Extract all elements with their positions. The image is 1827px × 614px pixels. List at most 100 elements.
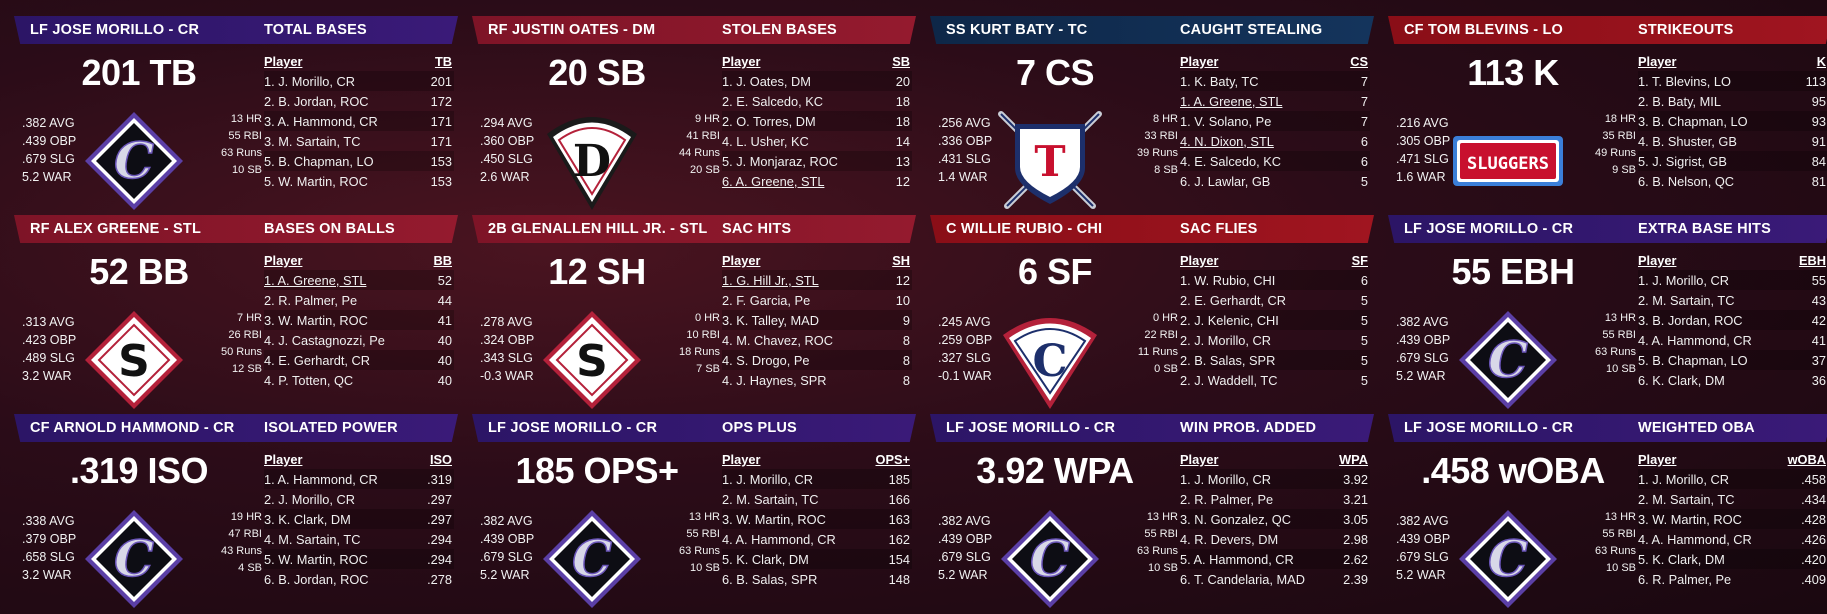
table-row[interactable]: 5. J. Monjaraz, ROC 13 bbox=[722, 151, 912, 171]
table-row[interactable]: 5. J. Sigrist, GB 84 bbox=[1638, 151, 1827, 171]
table-row[interactable]: 2. E. Salcedo, KC 18 bbox=[722, 91, 912, 111]
row-player[interactable]: 4. R. Devers, DM bbox=[1180, 531, 1279, 547]
row-player[interactable]: 1. V. Solano, Pe bbox=[1180, 113, 1272, 129]
leader-player-name[interactable]: SS KURT BATY - TC bbox=[946, 22, 1088, 38]
table-row[interactable]: 1. J. Oates, DM 20 bbox=[722, 71, 912, 91]
table-row[interactable]: 4. M. Sartain, TC .294 bbox=[264, 529, 454, 549]
row-player[interactable]: 5. J. Sigrist, GB bbox=[1638, 153, 1727, 169]
leader-player-name[interactable]: LF JOSE MORILLO - CR bbox=[946, 420, 1116, 436]
table-row[interactable]: 2. B. Baty, MIL 95 bbox=[1638, 91, 1827, 111]
row-player[interactable]: 6. J. Lawlar, GB bbox=[1180, 173, 1271, 189]
table-row[interactable]: 6. T. Candelaria, MAD 2.39 bbox=[1180, 569, 1370, 589]
row-player[interactable]: 4. S. Drogo, Pe bbox=[722, 352, 810, 368]
row-player[interactable]: 4. L. Usher, KC bbox=[722, 133, 809, 149]
table-row[interactable]: 5. B. Chapman, LO 37 bbox=[1638, 350, 1827, 370]
leader-player-name[interactable]: LF JOSE MORILLO - CR bbox=[1404, 420, 1574, 436]
table-row[interactable]: 2. R. Palmer, Pe 44 bbox=[264, 290, 454, 310]
row-player[interactable]: 6. B. Salas, SPR bbox=[722, 571, 818, 587]
row-player[interactable]: 2. J. Waddell, TC bbox=[1180, 372, 1278, 388]
table-row[interactable]: 5. B. Chapman, LO 153 bbox=[264, 151, 454, 171]
row-player[interactable]: 4. J. Castagnozzi, Pe bbox=[264, 332, 385, 348]
row-player[interactable]: 5. K. Clark, DM bbox=[722, 551, 809, 567]
row-player[interactable]: 1. G. Hill Jr., STL bbox=[722, 272, 819, 288]
row-player[interactable]: 3. W. Martin, ROC bbox=[1638, 511, 1742, 527]
table-row[interactable]: 6. K. Clark, DM 36 bbox=[1638, 370, 1827, 390]
row-player[interactable]: 4. J. Haynes, SPR bbox=[722, 372, 827, 388]
row-player[interactable]: 1. A. Greene, STL bbox=[1180, 93, 1283, 109]
row-player[interactable]: 2. E. Salcedo, KC bbox=[722, 93, 824, 109]
table-row[interactable]: 4. M. Chavez, ROC 8 bbox=[722, 330, 912, 350]
row-player[interactable]: 1. J. Morillo, CR bbox=[722, 471, 814, 487]
row-player[interactable]: 2. R. Palmer, Pe bbox=[1180, 491, 1274, 507]
table-row[interactable]: 4. J. Haynes, SPR 8 bbox=[722, 370, 912, 390]
leader-player-name[interactable]: C WILLIE RUBIO - CHI bbox=[946, 221, 1103, 237]
row-player[interactable]: 2. J. Morillo, CR bbox=[264, 491, 356, 507]
table-row[interactable]: 3. W. Martin, ROC 163 bbox=[722, 509, 912, 529]
table-row[interactable]: 2. O. Torres, DM 18 bbox=[722, 111, 912, 131]
table-row[interactable]: 3. W. Martin, ROC 41 bbox=[264, 310, 454, 330]
table-row[interactable]: 2. M. Sartain, TC 43 bbox=[1638, 290, 1827, 310]
row-player[interactable]: 5. K. Clark, DM bbox=[1638, 551, 1725, 567]
table-row[interactable]: 4. R. Devers, DM 2.98 bbox=[1180, 529, 1370, 549]
row-player[interactable]: 6. T. Candelaria, MAD bbox=[1180, 571, 1305, 587]
table-row[interactable]: 1. K. Baty, TC 7 bbox=[1180, 71, 1370, 91]
table-row[interactable]: 1. T. Blevins, LO 113 bbox=[1638, 71, 1827, 91]
row-player[interactable]: 1. A. Hammond, CR bbox=[264, 471, 378, 487]
row-player[interactable]: 2. J. Kelenic, CHI bbox=[1180, 312, 1279, 328]
table-row[interactable]: 6. A. Greene, STL 12 bbox=[722, 171, 912, 191]
table-row[interactable]: 3. W. Martin, ROC .428 bbox=[1638, 509, 1827, 529]
row-player[interactable]: 6. B. Nelson, QC bbox=[1638, 173, 1735, 189]
table-row[interactable]: 1. G. Hill Jr., STL 12 bbox=[722, 270, 912, 290]
row-player[interactable]: 1. W. Rubio, CHI bbox=[1180, 272, 1276, 288]
table-row[interactable]: 1. J. Morillo, CR .458 bbox=[1638, 469, 1827, 489]
row-player[interactable]: 3. W. Martin, ROC bbox=[264, 312, 368, 328]
row-player[interactable]: 2. E. Gerhardt, CR bbox=[1180, 292, 1286, 308]
row-player[interactable]: 3. B. Jordan, ROC bbox=[1638, 312, 1743, 328]
table-row[interactable]: 4. E. Salcedo, KC 6 bbox=[1180, 151, 1370, 171]
leader-player-name[interactable]: LF JOSE MORILLO - CR bbox=[30, 22, 200, 38]
row-player[interactable]: 3. A. Hammond, CR bbox=[264, 113, 378, 129]
table-row[interactable]: 2. J. Kelenic, CHI 5 bbox=[1180, 310, 1370, 330]
table-row[interactable]: 2. B. Jordan, ROC 172 bbox=[264, 91, 454, 111]
row-player[interactable]: 2. M. Sartain, TC bbox=[1638, 292, 1735, 308]
table-row[interactable]: 3. K. Clark, DM .297 bbox=[264, 509, 454, 529]
row-player[interactable]: 6. K. Clark, DM bbox=[1638, 372, 1725, 388]
row-player[interactable]: 4. M. Chavez, ROC bbox=[722, 332, 833, 348]
row-player[interactable]: 1. A. Greene, STL bbox=[264, 272, 367, 288]
row-player[interactable]: 2. R. Palmer, Pe bbox=[264, 292, 358, 308]
row-player[interactable]: 2. B. Jordan, ROC bbox=[264, 93, 369, 109]
table-row[interactable]: 2. R. Palmer, Pe 3.21 bbox=[1180, 489, 1370, 509]
table-row[interactable]: 4. A. Hammond, CR 162 bbox=[722, 529, 912, 549]
leader-player-name[interactable]: 2B GLENALLEN HILL JR. - STL bbox=[488, 221, 708, 237]
table-row[interactable]: 6. B. Salas, SPR 148 bbox=[722, 569, 912, 589]
table-row[interactable]: 5. K. Clark, DM .420 bbox=[1638, 549, 1827, 569]
table-row[interactable]: 3. N. Gonzalez, QC 3.05 bbox=[1180, 509, 1370, 529]
table-row[interactable]: 1. A. Hammond, CR .319 bbox=[264, 469, 454, 489]
table-row[interactable]: 2. B. Salas, SPR 5 bbox=[1180, 350, 1370, 370]
table-row[interactable]: 2. J. Waddell, TC 5 bbox=[1180, 370, 1370, 390]
table-row[interactable]: 5. A. Hammond, CR 2.62 bbox=[1180, 549, 1370, 569]
table-row[interactable]: 2. J. Morillo, CR .297 bbox=[264, 489, 454, 509]
table-row[interactable]: 4. A. Hammond, CR .426 bbox=[1638, 529, 1827, 549]
row-player[interactable]: 6. R. Palmer, Pe bbox=[1638, 571, 1732, 587]
table-row[interactable]: 1. V. Solano, Pe 7 bbox=[1180, 111, 1370, 131]
table-row[interactable]: 4. N. Dixon, STL 6 bbox=[1180, 131, 1370, 151]
row-player[interactable]: 3. K. Talley, MAD bbox=[722, 312, 819, 328]
row-player[interactable]: 5. W. Martin, ROC bbox=[264, 173, 368, 189]
row-player[interactable]: 2. J. Morillo, CR bbox=[1180, 332, 1272, 348]
row-player[interactable]: 5. J. Monjaraz, ROC bbox=[722, 153, 838, 169]
row-player[interactable]: 4. B. Shuster, GB bbox=[1638, 133, 1737, 149]
leader-player-name[interactable]: LF JOSE MORILLO - CR bbox=[1404, 221, 1574, 237]
table-row[interactable]: 1. J. Morillo, CR 201 bbox=[264, 71, 454, 91]
table-row[interactable]: 4. S. Drogo, Pe 8 bbox=[722, 350, 912, 370]
table-row[interactable]: 1. J. Morillo, CR 185 bbox=[722, 469, 912, 489]
leader-player-name[interactable]: CF TOM BLEVINS - LO bbox=[1404, 22, 1564, 38]
row-player[interactable]: 3. K. Clark, DM bbox=[264, 511, 351, 527]
row-player[interactable]: 2. M. Sartain, TC bbox=[722, 491, 819, 507]
table-row[interactable]: 4. J. Castagnozzi, Pe 40 bbox=[264, 330, 454, 350]
table-row[interactable]: 5. K. Clark, DM 154 bbox=[722, 549, 912, 569]
table-row[interactable]: 3. K. Talley, MAD 9 bbox=[722, 310, 912, 330]
table-row[interactable]: 4. L. Usher, KC 14 bbox=[722, 131, 912, 151]
row-player[interactable]: 2. B. Salas, SPR bbox=[1180, 352, 1276, 368]
row-player[interactable]: 5. W. Martin, ROC bbox=[264, 551, 368, 567]
